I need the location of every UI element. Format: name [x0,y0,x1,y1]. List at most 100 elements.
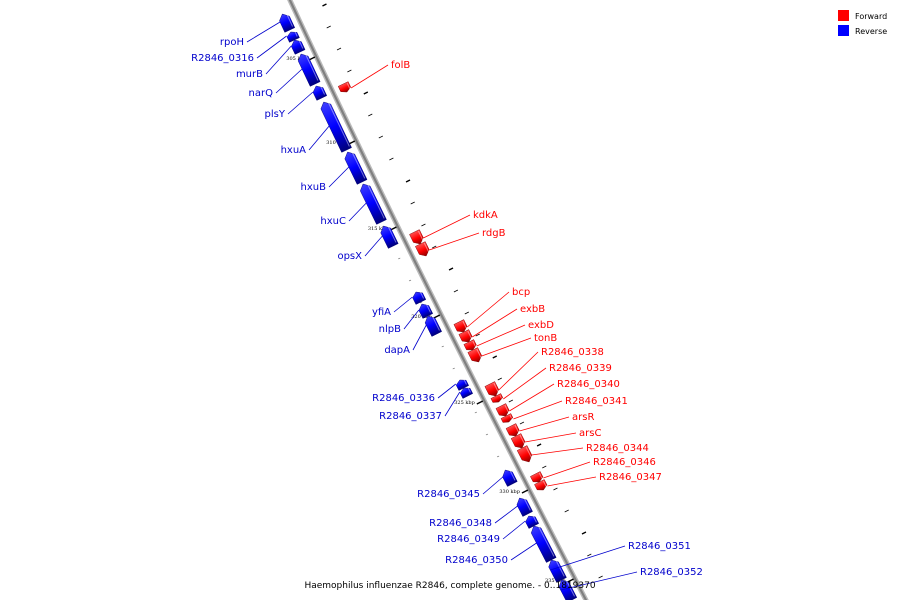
gene-label-hxuA: hxuA [281,145,307,156]
label-leader-line [472,309,517,337]
gene-rdgB [415,242,431,259]
minor-tick [565,510,569,512]
minor-tick [411,202,415,204]
kbp-tick [434,315,440,318]
label-leader-line [467,292,509,327]
gene-label-rdgB: rdgB [482,228,506,239]
minor-tick [421,224,425,226]
gene-R2846_0349 [524,513,539,528]
minor-tick [509,400,513,402]
gene-label-R2846_0336: R2846_0336 [372,393,435,404]
gene-label-bcp: bcp [512,287,530,298]
minor-tick [582,532,586,534]
label-leader-line [503,368,546,399]
minor-tick [486,434,488,435]
kbp-tick-label: 330 kbp [499,489,520,495]
gene-R2846_0316 [286,30,300,43]
gene-label-R2846_0341: R2846_0341 [565,396,628,407]
gene-hxuC [358,182,386,225]
gene-label-R2846_0349: R2846_0349 [437,534,500,545]
gene-label-R2846_0337: R2846_0337 [379,411,442,422]
legend-reverse-swatch [838,25,849,36]
gene-label-exbD: exbD [528,320,554,331]
gene-label-R2846_0350: R2846_0350 [445,555,508,566]
label-leader-line [423,215,470,238]
gene-label-folB: folB [391,60,410,71]
genome-map-svg: 305 kbp310 kbp315 kbp320 kbp325 kbp330 k… [0,0,900,600]
minor-tick [409,280,411,281]
labels-layer: rpoHR2846_0316murBnarQplsYhxuAhxuBhxuCop… [191,22,703,590]
gene-yfiA [411,290,426,305]
gene-label-arsR: arsR [572,412,594,423]
label-leader-line [247,22,280,42]
label-leader-line [438,384,456,398]
gene-folB [338,82,352,95]
legend-forward-label: Forward [855,12,887,21]
gene-label-narQ: narQ [249,88,274,99]
minor-tick [587,554,591,556]
label-leader-line [394,297,412,312]
gene-label-arsC: arsC [579,428,601,439]
minor-tick [322,4,326,6]
minor-tick [449,268,453,270]
gene-label-R2846_0347: R2846_0347 [599,472,662,483]
label-leader-line [309,126,329,150]
genome-caption: Haemophilus influenzae R2846, complete g… [304,581,595,591]
legend-reverse-label: Reverse [855,27,887,36]
label-leader-line [543,462,590,478]
label-leader-line [413,325,426,350]
gene-label-yfiA: yfiA [372,307,391,318]
label-leader-line [429,233,479,250]
label-leader-line [349,203,366,221]
label-leader-line [503,521,525,539]
gene-label-R2846_0338: R2846_0338 [541,347,604,358]
gene-label-R2846_0345: R2846_0345 [417,489,480,500]
gene-label-hxuB: hxuB [301,182,327,193]
gene-label-kdkA: kdkA [473,210,498,221]
label-leader-line [519,417,569,431]
gene-label-R2846_0344: R2846_0344 [586,443,649,454]
genome-map-canvas: 305 kbp 310 kbp 315 kbp 320 kbp 325 kbp 330 k… [0,0,900,600]
legend-forward-swatch [838,10,849,21]
backbone-layer [288,0,588,600]
kbp-tick [477,401,483,404]
minor-tick [537,444,541,446]
minor-tick [364,92,368,94]
minor-tick [398,258,400,259]
backbone-line [288,0,588,600]
legend: Forward Reverse [838,10,887,36]
gene-label-R2846_0348: R2846_0348 [429,518,492,529]
minor-tick [493,356,497,358]
gene-label-tonB: tonB [534,333,557,344]
gene-label-R2846_0316: R2846_0316 [191,53,254,64]
minor-tick [368,114,372,116]
label-leader-line [257,36,287,58]
label-leader-line [525,433,576,442]
minor-tick [327,26,331,28]
label-leader-line [532,448,583,455]
label-leader-line [276,69,302,93]
gene-label-hxuC: hxuC [320,216,346,227]
minor-tick [542,466,546,468]
minor-tick [453,368,455,369]
kbp-tick [522,490,528,493]
minor-tick [497,456,499,457]
gene-label-R2846_0340: R2846_0340 [557,379,620,390]
minor-tick [475,412,477,413]
minor-tick [347,70,351,72]
gene-label-rpoH: rpoH [220,37,244,48]
label-leader-line [351,65,388,88]
minor-tick [379,136,383,138]
label-leader-line [288,92,313,114]
minor-tick [553,488,557,490]
gene-plsY [311,84,327,101]
minor-tick [389,158,393,160]
label-leader-line [499,352,538,390]
minor-tick [599,576,603,578]
minor-tick [406,180,410,182]
minor-tick [337,48,341,50]
gene-R2846_0345 [500,468,517,487]
gene-label-murB: murB [236,69,263,80]
minor-tick [454,290,458,292]
gene-label-plsY: plsY [265,109,286,120]
